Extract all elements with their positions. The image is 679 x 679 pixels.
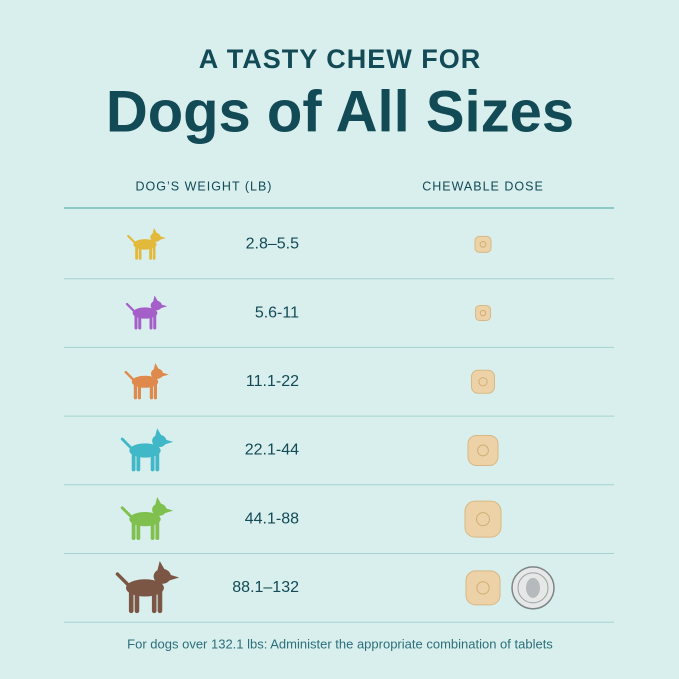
dog-tail [127, 234, 136, 244]
weight-range: 11.1-22 [246, 373, 299, 390]
weight-range: 5.6-11 [255, 304, 299, 321]
dog-icon [127, 228, 166, 260]
dog-ear [152, 228, 158, 235]
dog-ear [154, 428, 162, 438]
dog-icon [124, 363, 169, 400]
dog-icon [125, 295, 168, 330]
chew [464, 500, 502, 538]
chew [474, 235, 492, 253]
chew-emboss [477, 444, 489, 457]
chew-emboss [479, 240, 487, 248]
chew [471, 369, 495, 394]
dog-ear [152, 295, 159, 304]
table-row: 2.8–5.5 [64, 228, 614, 280]
weight-range: 44.1-88 [245, 510, 299, 527]
dog-tail [120, 437, 133, 450]
kicker: A TASTY CHEW FOR [199, 44, 482, 74]
dog-icon [120, 496, 174, 541]
title: Dogs of All Sizes [106, 79, 574, 144]
weight-range: 2.8–5.5 [246, 236, 299, 253]
quarter-portrait [526, 577, 540, 598]
rows: 2.8–5.5 5.6-11 11.1-22 22.1-44 44.1-88 88.1–1… [64, 228, 614, 623]
dog-ear [153, 363, 160, 372]
dog-snout [161, 438, 174, 446]
weight-range: 22.1-44 [245, 442, 299, 459]
table-row: 11.1-22 [64, 363, 614, 417]
dog-snout [158, 303, 168, 310]
chew [465, 570, 501, 606]
dog-snout [157, 235, 166, 241]
chew [467, 434, 499, 466]
chew [475, 305, 491, 322]
chew-emboss [476, 581, 490, 595]
table-row: 44.1-88 [64, 496, 614, 554]
dog-icon [115, 561, 180, 614]
dog-tail [115, 572, 130, 587]
column-header: CHEWABLE DOSE [422, 179, 544, 193]
dog-snout [165, 573, 180, 582]
chew-emboss [478, 377, 488, 387]
chew-emboss [476, 512, 490, 527]
table-row: 5.6-11 [64, 295, 614, 348]
dog-tail [124, 370, 135, 381]
column-header: DOG’S WEIGHT (LB) [136, 179, 273, 193]
dog-snout [161, 507, 174, 515]
dog-ear [154, 496, 162, 507]
dog-tail [125, 302, 135, 312]
quarter-coin-inner [517, 572, 549, 604]
dog-icon [120, 428, 174, 472]
dog-ear [156, 561, 166, 573]
chew-emboss [479, 309, 487, 317]
dog-tail [120, 506, 133, 518]
footnote: For dogs over 132.1 lbs: Administer the … [127, 636, 553, 651]
dog-snout [159, 371, 169, 378]
weight-range: 88.1–132 [232, 579, 299, 596]
table-row: 22.1-44 [64, 428, 614, 486]
table-row: 88.1–132 [64, 561, 614, 623]
